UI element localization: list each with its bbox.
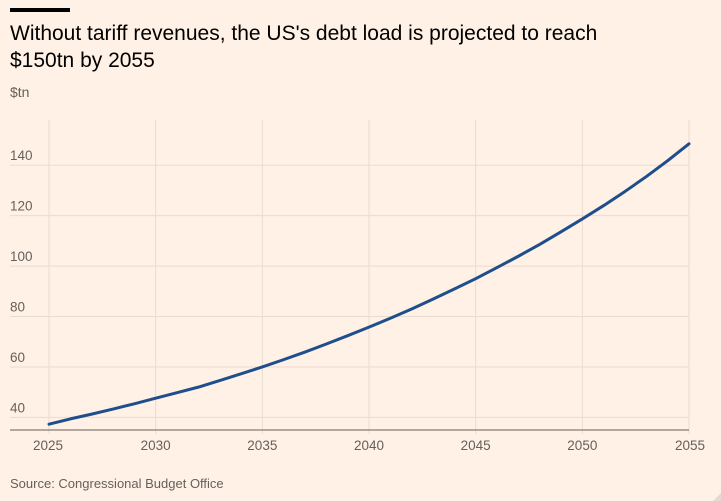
- y-tick-label-120: 120: [10, 199, 33, 214]
- x-tick-label-2045: 2045: [461, 438, 491, 453]
- chart-title: Without tariff revenues, the US's debt l…: [10, 22, 598, 72]
- y-tick-label-140: 140: [10, 148, 33, 163]
- y-tick-label-80: 80: [10, 300, 25, 315]
- x-tick-label-2035: 2035: [247, 438, 277, 453]
- gridlines: [10, 120, 690, 434]
- x-tick-label-2040: 2040: [354, 438, 384, 453]
- series-line-0: [47, 142, 691, 426]
- top-rule: [10, 8, 70, 12]
- x-tick-label-2050: 2050: [567, 438, 597, 453]
- y-tick-label-100: 100: [10, 249, 33, 264]
- y-axis-unit-label: $tn: [10, 84, 30, 100]
- y-tick-label-40: 40: [10, 400, 25, 415]
- y-tick-label-60: 60: [10, 350, 25, 365]
- line-chart: 40 60 80 100 120 140 2025 2030 2035 2040 2045 2050…: [10, 120, 705, 453]
- y-tick-labels: 40 60 80 100 120 140: [10, 148, 33, 415]
- x-tick-label-2030: 2030: [141, 438, 171, 453]
- x-tick-label-2055: 2055: [675, 438, 705, 453]
- series-layer: [47, 142, 691, 426]
- corner-mark: [713, 493, 721, 501]
- x-tick-labels: 2025 2030 2035 2040 2045 2050 2055: [33, 438, 705, 453]
- x-tick-label-2025: 2025: [33, 438, 63, 453]
- source-note: Source: Congressional Budget Office: [10, 476, 224, 491]
